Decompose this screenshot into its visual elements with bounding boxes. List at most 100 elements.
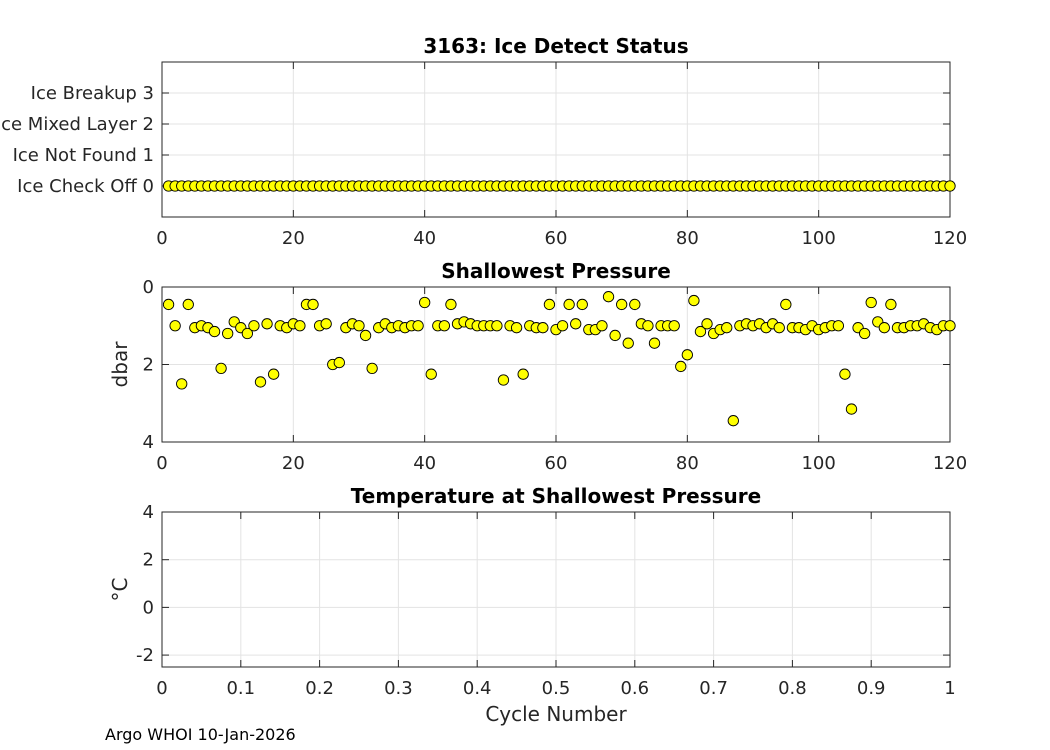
subplot-2: 0 20 40 60 80 100 120 0 2 4 Shallowest Pressure dba…: [108, 259, 967, 474]
data-point: [609, 329, 621, 342]
data-point: [176, 378, 188, 390]
data-point: [602, 291, 615, 303]
y-tick-label: 4: [143, 432, 154, 453]
x-tick-label: 0.9: [857, 678, 886, 699]
data-point: [576, 298, 588, 311]
y-tick-label: Ice Check Off 0: [17, 176, 154, 197]
x-tick-label: 0.6: [620, 678, 649, 699]
data-point: [267, 368, 280, 380]
y-tick-label: 4: [143, 502, 154, 523]
data-point: [839, 368, 851, 380]
y-tick-label: Ice Breakup 3: [31, 83, 154, 104]
axes-box: [161, 286, 951, 443]
x-tick-label: 80: [676, 453, 699, 474]
x-tick-label: 40: [413, 453, 436, 474]
x-tick-label: 0: [156, 678, 167, 699]
footer-text: Argo WHOI 10-Jan-2026: [105, 725, 296, 744]
data-point: [182, 298, 194, 311]
y-tick-label: -2: [136, 645, 154, 666]
chart-title: Temperature at Shallowest Pressure: [351, 484, 761, 508]
data-point: [878, 322, 890, 334]
data-point: [248, 320, 260, 332]
data-point: [648, 337, 661, 349]
data-point: [537, 322, 549, 334]
x-tick-label: 0: [156, 228, 167, 249]
data-point: [366, 362, 378, 375]
data-point: [543, 298, 556, 311]
data-point: [944, 180, 956, 192]
data-point: [865, 296, 877, 309]
data-point: [333, 356, 345, 369]
data-point: [694, 325, 707, 338]
subplot-1: 0 20 40 60 80 100 120 Ice Check Off 0 Ice Not Fo…: [0, 34, 967, 249]
data-point: [858, 327, 871, 340]
x-tick-label: 100: [801, 228, 835, 249]
data-point: [780, 298, 792, 311]
data-point: [701, 318, 713, 330]
data-point: [944, 320, 956, 332]
y-tick-label: Ice Not Found 1: [13, 145, 154, 166]
data-point: [307, 298, 319, 311]
data-point: [412, 320, 424, 332]
x-tick-label: 120: [933, 453, 967, 474]
data-point: [254, 376, 267, 388]
y-tick-label: 0: [143, 597, 154, 618]
x-tick-label: 1: [944, 678, 955, 699]
data-point: [622, 337, 634, 349]
y-tick-label: Ice Mixed Layer 2: [0, 114, 154, 135]
data-point: [629, 298, 641, 311]
data-point: [438, 320, 451, 332]
data-point: [885, 298, 897, 311]
x-tick-label: 80: [676, 228, 699, 249]
axes-box: [161, 511, 951, 668]
y-tick-label: 2: [143, 355, 154, 376]
data-point: [668, 320, 680, 332]
x-tick-label: 40: [413, 228, 436, 249]
data-point: [675, 360, 687, 373]
x-tick-label: 0.7: [699, 678, 728, 699]
y-axis-label: dbar: [108, 341, 132, 388]
data-point: [497, 374, 510, 386]
x-tick-label: 0.5: [542, 678, 571, 699]
data-point: [727, 415, 739, 427]
y-axis-label: °C: [108, 578, 132, 602]
data-point: [563, 298, 575, 311]
data-point: [616, 298, 628, 311]
data-point: [832, 320, 845, 332]
data-point: [425, 368, 437, 380]
data-point: [517, 368, 529, 380]
x-tick-label: 0: [156, 453, 167, 474]
chart-title: 3163: Ice Detect Status: [423, 34, 688, 58]
data-point: [215, 362, 227, 375]
x-tick-label: 60: [545, 453, 568, 474]
x-tick-label: 120: [933, 228, 967, 249]
x-tick-label: 20: [282, 453, 305, 474]
x-tick-label: 20: [282, 228, 305, 249]
data-point: [570, 318, 582, 330]
x-tick-label: 0.8: [778, 678, 807, 699]
data-point: [510, 322, 523, 334]
data-point: [773, 322, 785, 334]
x-tick-label: 100: [801, 453, 835, 474]
data-point: [320, 318, 332, 330]
y-tick-label: 0: [143, 277, 154, 298]
x-tick-label: 0.4: [463, 678, 492, 699]
data-point: [169, 320, 181, 332]
data-point: [556, 320, 569, 332]
x-axis-label: Cycle Number: [485, 702, 627, 726]
data-point: [596, 320, 608, 332]
data-point: [445, 298, 457, 311]
data-point: [353, 320, 365, 332]
data-point: [688, 294, 700, 307]
x-tick-label: 60: [545, 228, 568, 249]
data-point: [359, 329, 372, 342]
y-tick-label: 2: [143, 550, 154, 571]
subplot-3: 0 0.1 0.2 0.3 0.4 0.5 0.6 0.7 0.8 0.9 1-2024Temper…: [108, 484, 956, 726]
data-point: [261, 318, 273, 330]
data-point: [419, 296, 431, 309]
data-point: [162, 298, 175, 311]
data-point: [491, 320, 503, 332]
data-point: [642, 320, 654, 332]
axes-box: [161, 61, 951, 218]
